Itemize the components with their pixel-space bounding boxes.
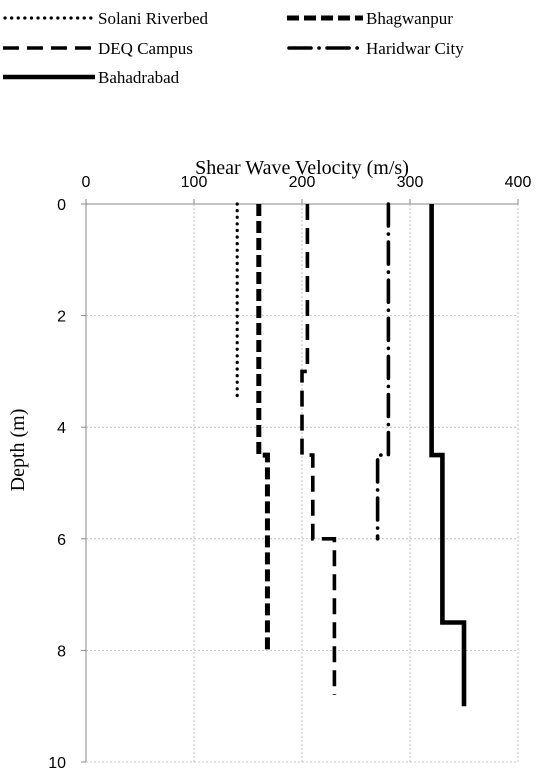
y-tick-label: 8 xyxy=(57,643,66,660)
series-line-deq-campus xyxy=(300,204,337,696)
x-tick-label: 100 xyxy=(181,174,208,191)
legend-label: Haridwar City xyxy=(366,39,464,58)
legend-label: Bhagwanpur xyxy=(366,9,453,28)
axes xyxy=(81,199,519,763)
x-tick-label: 400 xyxy=(505,174,532,191)
y-tick-label: 2 xyxy=(57,309,66,326)
x-tick-label: 200 xyxy=(289,174,316,191)
y-tick-label: 4 xyxy=(57,420,66,437)
y-axis-title: Depth (m) xyxy=(7,409,29,492)
y-tick-label: 10 xyxy=(48,755,66,769)
series-group xyxy=(235,202,467,707)
x-tick-label: 300 xyxy=(397,174,424,191)
legend-label: DEQ Campus xyxy=(98,39,193,58)
legend: Solani Riverbed Bhagwanpur DEQ Campus Harid… xyxy=(3,9,464,87)
legend-label: Bahadrabad xyxy=(98,68,180,87)
x-tick-labels: 0 100 200 300 400 xyxy=(82,174,532,191)
x-axis-title: Shear Wave Velocity (m/s) xyxy=(195,157,409,179)
series-line-bhagwanpur xyxy=(256,204,270,651)
legend-label: Solani Riverbed xyxy=(98,9,209,28)
series-line-haridwar-city xyxy=(375,202,391,541)
y-tick-labels: 0 2 4 6 8 10 xyxy=(48,197,66,769)
grid xyxy=(86,204,519,763)
y-tick-label: 6 xyxy=(57,532,66,549)
x-tick-label: 0 xyxy=(82,174,91,191)
y-tick-label: 0 xyxy=(57,197,66,214)
series-line-bahadrabad xyxy=(429,204,467,707)
